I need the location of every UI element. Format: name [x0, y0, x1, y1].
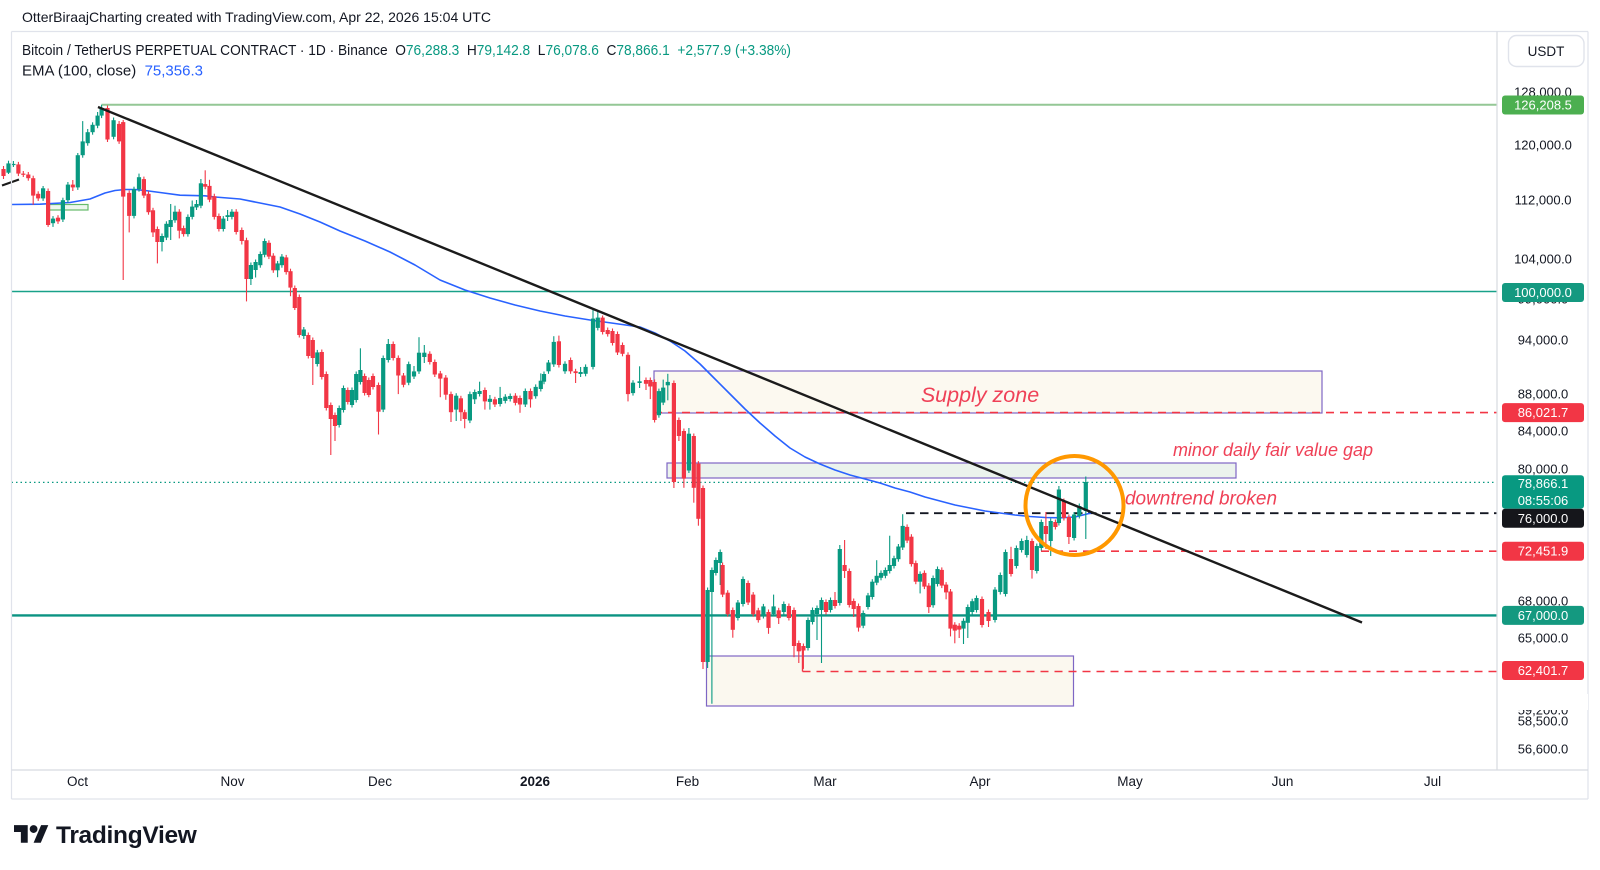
svg-text:67,000.0: 67,000.0: [1518, 608, 1569, 623]
svg-text:65,000.0: 65,000.0: [1518, 631, 1569, 646]
svg-text:58,500.0: 58,500.0: [1518, 714, 1569, 729]
svg-text:126,208.5: 126,208.5: [1514, 98, 1572, 113]
svg-text:62,401.7: 62,401.7: [1518, 663, 1569, 678]
svg-text:Apr: Apr: [969, 774, 991, 789]
svg-text:TradingView: TradingView: [56, 822, 198, 849]
svg-text:68,000.0: 68,000.0: [1518, 594, 1569, 609]
svg-text:OtterBiraajCharting created wi: OtterBiraajCharting created with Trading…: [22, 9, 491, 25]
svg-text:USDT: USDT: [1528, 44, 1565, 59]
svg-text:80,000.0: 80,000.0: [1518, 462, 1569, 477]
svg-text:94,000.0: 94,000.0: [1518, 333, 1569, 348]
svg-text:EMA (100, close) 75,356.3: EMA (100, close) 75,356.3: [22, 63, 203, 80]
svg-text:104,000.0: 104,000.0: [1514, 252, 1572, 267]
svg-text:78,866.1: 78,866.1: [1518, 476, 1569, 491]
svg-text:88,000.0: 88,000.0: [1518, 387, 1569, 402]
svg-text:120,000.0: 120,000.0: [1514, 138, 1572, 153]
svg-text:56,600.0: 56,600.0: [1518, 742, 1569, 757]
svg-text:112,000.0: 112,000.0: [1515, 193, 1572, 208]
svg-text:Bitcoin / TetherUS PERPETUAL C: Bitcoin / TetherUS PERPETUAL CONTRACT · …: [22, 42, 791, 59]
svg-text:May: May: [1117, 774, 1143, 789]
svg-text:Oct: Oct: [67, 774, 88, 789]
svg-text:minor daily fair value gap: minor daily fair value gap: [1173, 440, 1373, 460]
svg-text:76,000.0: 76,000.0: [1518, 511, 1569, 526]
svg-text:08:55:06: 08:55:06: [1518, 493, 1569, 508]
svg-text:100,000.0: 100,000.0: [1514, 285, 1572, 300]
svg-text:Jul: Jul: [1424, 774, 1441, 789]
svg-text:2026: 2026: [520, 774, 551, 789]
svg-text:84,000.0: 84,000.0: [1518, 424, 1569, 439]
svg-text:downtrend broken: downtrend broken: [1125, 489, 1277, 510]
svg-text:Mar: Mar: [813, 774, 837, 789]
svg-text:Jun: Jun: [1272, 774, 1294, 789]
svg-text:Dec: Dec: [368, 774, 392, 789]
svg-text:Nov: Nov: [220, 774, 244, 789]
svg-text:Supply zone: Supply zone: [921, 383, 1039, 407]
svg-text:72,451.9: 72,451.9: [1518, 544, 1569, 559]
svg-text:Feb: Feb: [676, 774, 699, 789]
svg-text:86,021.7: 86,021.7: [1518, 405, 1569, 420]
